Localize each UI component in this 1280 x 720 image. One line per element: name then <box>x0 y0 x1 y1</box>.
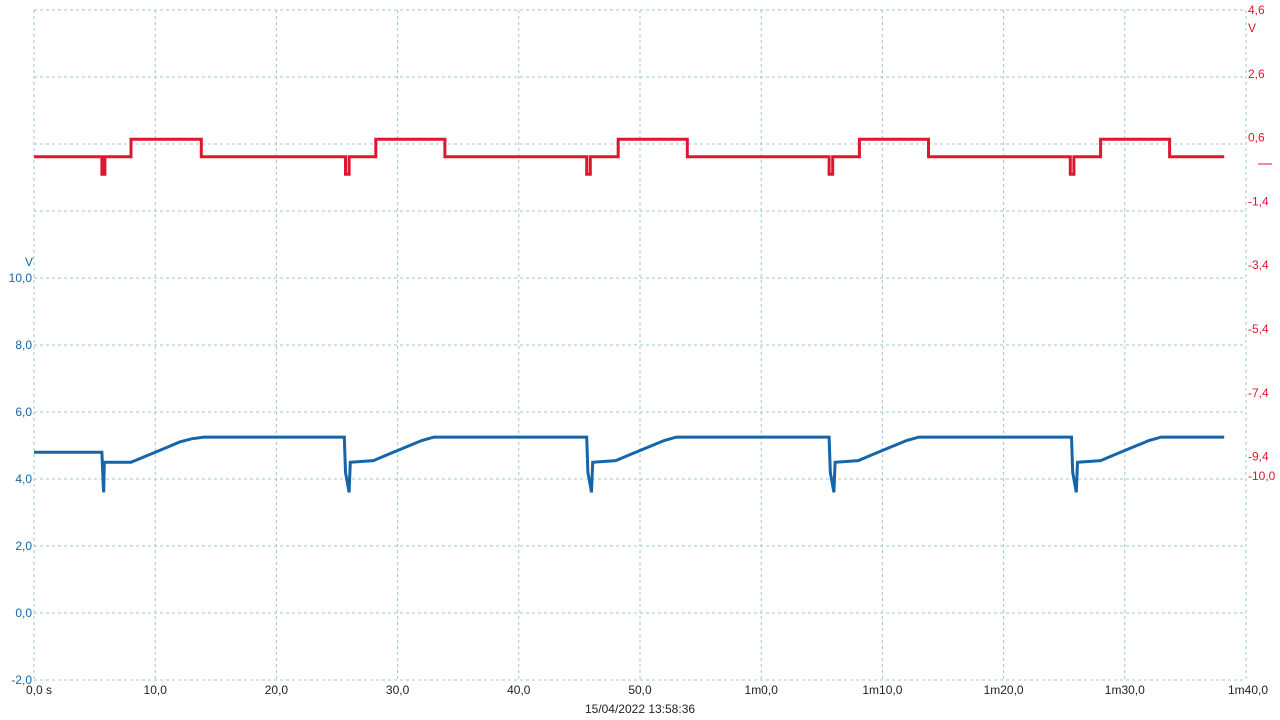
grid <box>33 9 1247 681</box>
right-tick-label: 4,6 <box>1248 3 1265 17</box>
right-tick-label: 0,6 <box>1248 131 1265 145</box>
x-tick-label: 1m40,0 <box>1228 683 1268 697</box>
x-tick-label: 1m10,0 <box>862 683 902 697</box>
timestamp: 15/04/2022 13:58:36 <box>585 702 695 716</box>
left-tick-label: 4,0 <box>15 472 32 486</box>
right-tick-label: -9,4 <box>1248 450 1269 464</box>
left-tick-label: 0,0 <box>15 606 32 620</box>
x-axis-ticks: 0,0 s 10,0 20,0 30,0 40,0 50,0 1m0,0 1m10,0 1m20… <box>26 683 1268 697</box>
red-trace <box>34 137 1225 176</box>
left-tick-label: 10,0 <box>9 271 33 285</box>
right-tick-label: -3,4 <box>1248 258 1269 272</box>
right-axis-unit: V <box>1248 21 1256 35</box>
left-tick-label: -2,0 <box>11 673 32 687</box>
right-tick-label: -10,0 <box>1248 469 1276 483</box>
left-tick-label: 2,0 <box>15 539 32 553</box>
right-tick-label: -7,4 <box>1248 386 1269 400</box>
x-tick-label: 20,0 <box>265 683 289 697</box>
left-axis-unit: V <box>25 255 33 269</box>
left-tick-label: 8,0 <box>15 338 32 352</box>
traces <box>34 137 1225 493</box>
x-tick-label: 0,0 s <box>26 683 52 697</box>
x-tick-label: 10,0 <box>144 683 168 697</box>
right-axis-ticks: 4,6 2,6 0,6 -1,4 -3,4 -5,4 -7,4 -9,4 -10,0 <box>1248 3 1276 483</box>
x-tick-label: 1m20,0 <box>984 683 1024 697</box>
x-tick-label: 30,0 <box>386 683 410 697</box>
right-tick-label: -5,4 <box>1248 322 1269 336</box>
x-tick-label: 50,0 <box>628 683 652 697</box>
right-tick-label: 2,6 <box>1248 67 1265 81</box>
x-tick-label: 40,0 <box>507 683 531 697</box>
x-tick-label: 1m30,0 <box>1105 683 1145 697</box>
left-tick-label: 6,0 <box>15 405 32 419</box>
blue-trace <box>34 435 1225 493</box>
x-tick-label: 1m0,0 <box>745 683 779 697</box>
right-tick-label: -1,4 <box>1248 194 1269 208</box>
left-axis-ticks: 10,0 8,0 6,0 4,0 2,0 0,0 -2,0 <box>9 271 33 687</box>
